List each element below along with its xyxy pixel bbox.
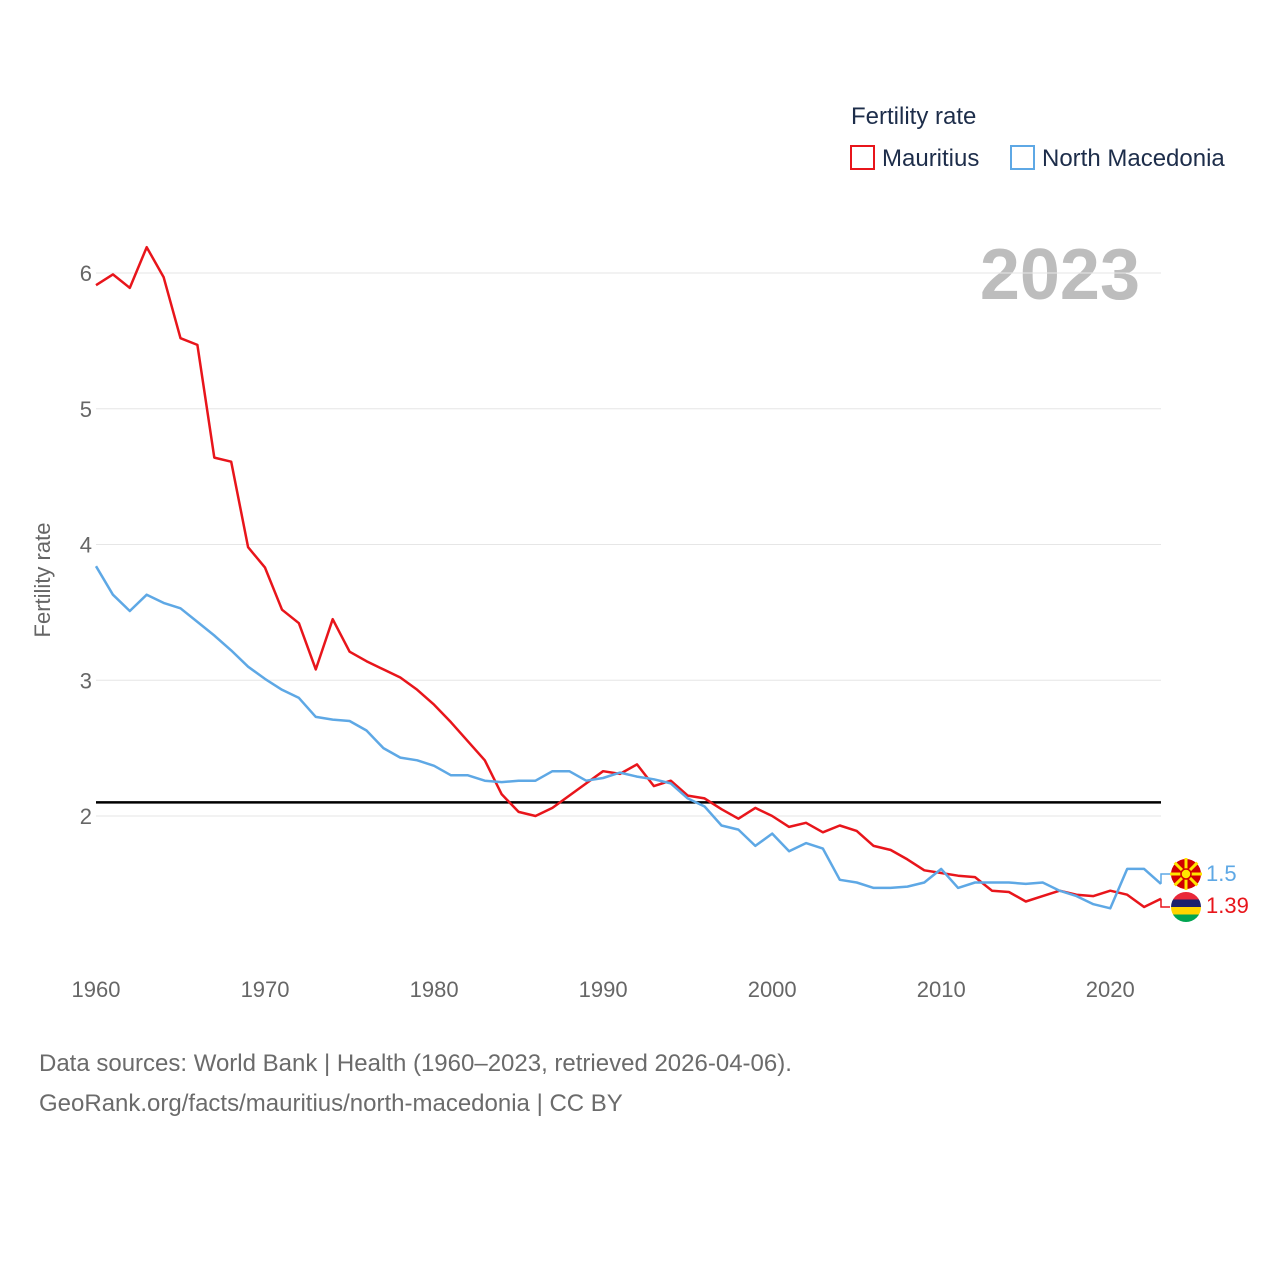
y-axis-title: Fertility rate	[30, 523, 55, 638]
end-label-mauritius: 1.39	[1206, 893, 1249, 918]
connector-north-macedonia	[1160, 873, 1170, 884]
mauritius-flag-icon	[1171, 892, 1201, 922]
connector-mauritius	[1160, 898, 1170, 908]
series-lines	[94, 245, 1162, 910]
source-line-2: GeoRank.org/facts/mauritius/north-macedo…	[39, 1090, 623, 1117]
end-label-north-macedonia: 1.5	[1206, 861, 1237, 886]
source-footnote: Data sources: World Bank | Health (1960–…	[39, 1044, 792, 1124]
y-tick-label-4: 4	[80, 533, 92, 558]
series-line-north-macedonia[interactable]	[94, 565, 1162, 910]
y-tick-label-3: 3	[80, 668, 92, 693]
legend-label-north-macedonia: North Macedonia	[1042, 145, 1225, 172]
x-tick-label-1960: 1960	[72, 977, 121, 1002]
north-macedonia-flag-icon	[1170, 858, 1202, 890]
x-tick-label-2020: 2020	[1086, 977, 1135, 1002]
legend-label-mauritius: Mauritius	[882, 145, 979, 172]
x-tick-label-1990: 1990	[579, 977, 628, 1002]
year-label: 2023	[980, 235, 1140, 315]
legend-item-north-macedonia[interactable]: North Macedonia	[1010, 145, 1225, 172]
y-tick-label-5: 5	[80, 397, 92, 422]
x-tick-label-1980: 1980	[410, 977, 459, 1002]
gridlines	[96, 272, 1161, 817]
y-tick-label-2: 2	[80, 804, 92, 829]
legend-swatch-mauritius	[850, 145, 875, 170]
source-line-1: Data sources: World Bank | Health (1960–…	[39, 1050, 792, 1077]
x-tick-label-2010: 2010	[917, 977, 966, 1002]
legend-swatch-north-macedonia	[1010, 145, 1035, 170]
legend-item-mauritius[interactable]: Mauritius	[850, 145, 979, 172]
end-markers: 1.5 1.39	[1160, 858, 1249, 922]
y-axis-ticks: 2 3 4 5 6	[80, 261, 92, 829]
x-axis-ticks: 1960 1970 1980 1990 2000 2010 2020	[72, 977, 1135, 1002]
legend-title: Fertility rate	[851, 103, 976, 130]
y-tick-label-6: 6	[80, 261, 92, 286]
x-tick-label-1970: 1970	[241, 977, 290, 1002]
series-line-mauritius[interactable]	[95, 245, 1162, 909]
x-tick-label-2000: 2000	[748, 977, 797, 1002]
